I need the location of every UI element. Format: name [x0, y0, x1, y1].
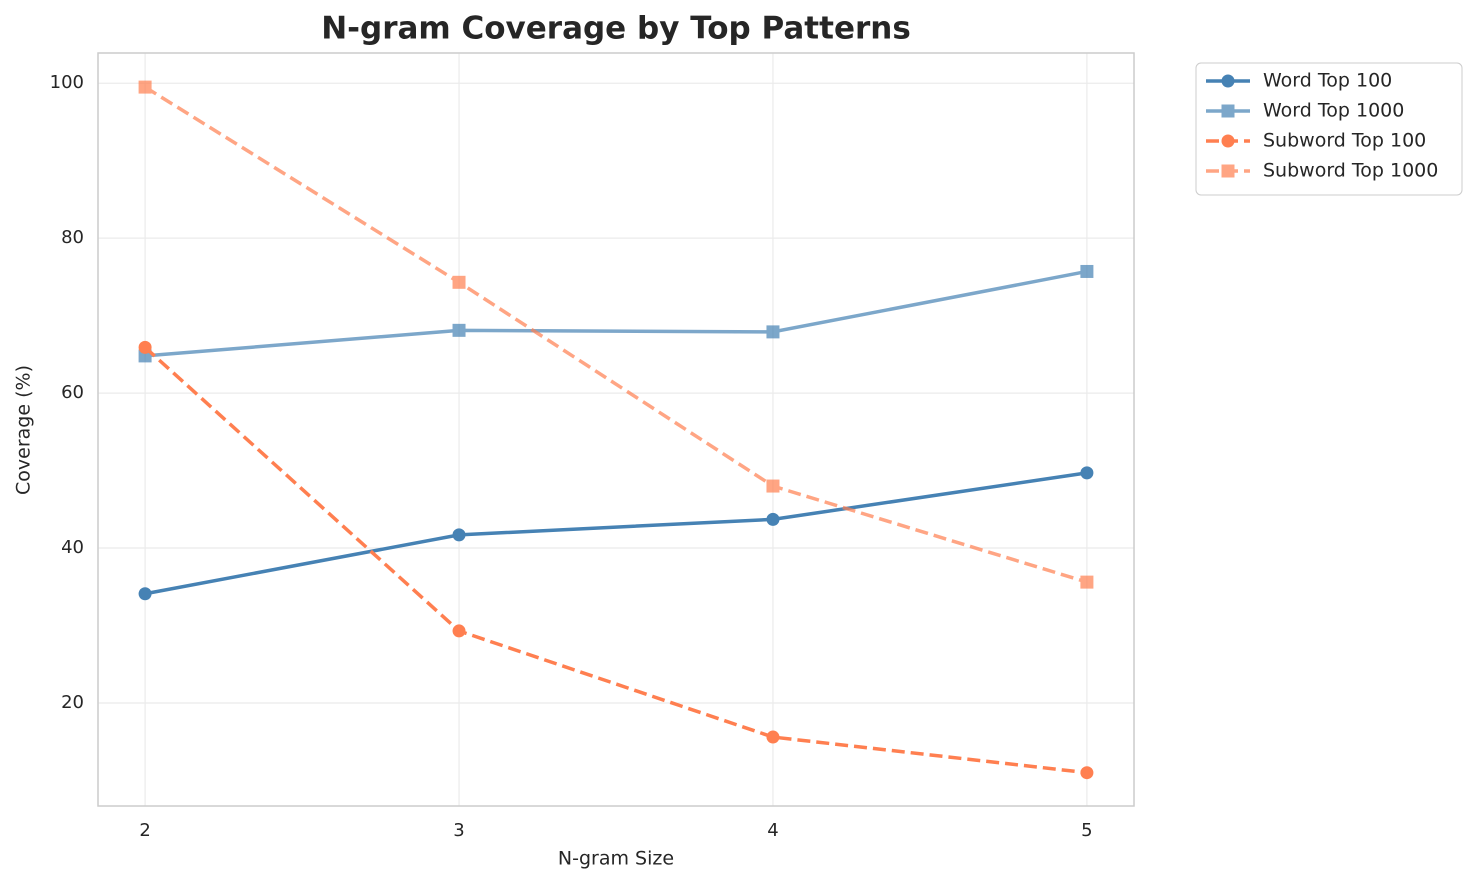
y-tick-label: 60: [61, 382, 84, 403]
legend-box: [1195, 62, 1463, 196]
chart-title: N-gram Coverage by Top Patterns: [321, 11, 911, 47]
y-tick-label: 80: [61, 227, 84, 248]
series-line: [144, 269, 1088, 358]
data-point: [766, 730, 780, 744]
data-point: [138, 80, 152, 94]
series: [138, 80, 1094, 589]
data-point: [766, 325, 780, 339]
legend-marker: [1221, 164, 1235, 178]
legend-label: Word Top 1000: [1263, 100, 1404, 122]
legend-entry: [1206, 164, 1250, 178]
x-axis-label: N-gram Size: [558, 848, 674, 870]
y-tick-label: 100: [50, 72, 84, 93]
series-line: [144, 471, 1088, 596]
legend-entry: [1206, 74, 1250, 88]
data-point: [138, 587, 152, 601]
series: [138, 466, 1094, 601]
x-tick-label: 4: [767, 820, 778, 841]
data-point: [1080, 264, 1094, 278]
data-point: [1080, 575, 1094, 589]
y-tick-label: 40: [61, 537, 84, 558]
legend-entry: [1206, 134, 1250, 148]
legend-marker: [1221, 104, 1235, 118]
legend-marker: [1221, 74, 1235, 88]
data-point: [452, 323, 466, 337]
data-point: [452, 528, 466, 542]
data-point: [1080, 466, 1094, 480]
legend-label: Word Top 100: [1263, 70, 1392, 92]
legend-marker: [1221, 134, 1235, 148]
data-point: [1080, 766, 1094, 780]
x-tick-label: 3: [453, 820, 464, 841]
x-tick-label: 2: [139, 820, 150, 841]
data-point: [452, 624, 466, 638]
legend-label: Subword Top 100: [1263, 130, 1426, 152]
data-point: [452, 275, 466, 289]
data-point: [766, 512, 780, 526]
plot-frame: [97, 52, 1135, 807]
data-point: [766, 479, 780, 493]
legend-entry: [1206, 104, 1250, 118]
data-point: [138, 340, 152, 354]
y-tick-label: 20: [61, 692, 84, 713]
series-line: [144, 85, 1088, 584]
series: [138, 264, 1094, 363]
legend-label: Subword Top 1000: [1263, 160, 1438, 182]
x-tick-label: 5: [1081, 820, 1092, 841]
series-line: [143, 346, 1088, 775]
series: [138, 340, 1094, 780]
y-axis-label: Coverage (%): [13, 365, 35, 495]
